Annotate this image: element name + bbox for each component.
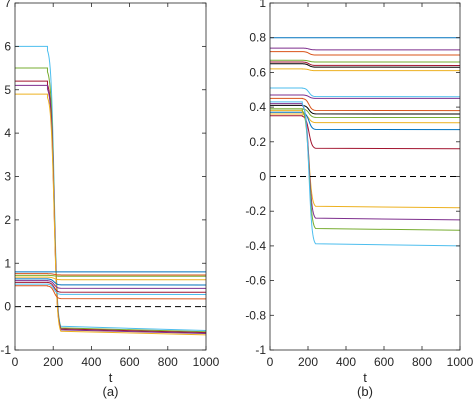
x-tick-label: 0: [12, 355, 19, 369]
x-tick-label: 200: [298, 355, 318, 369]
series-line-11: [15, 280, 207, 289]
x-tick-label: 400: [336, 355, 356, 369]
series-line-18: [270, 108, 461, 231]
y-tick-label: 4: [4, 126, 11, 140]
series-line-7: [270, 68, 461, 72]
x-axis-label: t: [109, 370, 113, 385]
series-line-19: [270, 101, 461, 247]
x-tick-label: 800: [412, 355, 432, 369]
panel-label: (a): [103, 384, 119, 399]
y-tick-label: -0.8: [245, 308, 266, 322]
series-line-14: [15, 285, 207, 300]
y-tick-label: 0.6: [249, 65, 266, 79]
x-tick-label: 200: [43, 355, 63, 369]
x-tick-label: 0: [267, 355, 274, 369]
series-group: [15, 45, 207, 336]
x-tick-label: 600: [120, 355, 140, 369]
y-tick-label: -0.2: [245, 204, 266, 218]
x-tick-label: 1000: [193, 355, 220, 369]
x-axis-label: t: [363, 370, 367, 385]
y-tick-label: 2: [4, 213, 11, 227]
series-line-3: [270, 51, 461, 56]
series-group: [270, 37, 461, 247]
series-line-5: [270, 61, 461, 66]
series-line-2: [270, 47, 461, 51]
y-tick-label: 0.8: [249, 31, 266, 45]
y-tick-label: 0: [4, 300, 11, 314]
series-line-15: [270, 115, 461, 150]
series-line-4: [270, 59, 461, 63]
y-tick-label: -1: [0, 343, 11, 357]
series-line-16: [270, 110, 461, 209]
x-tick-label: 800: [158, 355, 178, 369]
y-tick-label: 1: [4, 256, 11, 270]
y-tick-label: 0: [259, 170, 266, 184]
series-line-12: [15, 281, 207, 293]
y-tick-label: -0.6: [245, 274, 266, 288]
x-tick-label: 400: [81, 355, 101, 369]
series-line-10: [270, 97, 461, 112]
series-line-6: [270, 63, 461, 68]
series-line-14: [270, 111, 461, 131]
series-line-8: [270, 87, 461, 98]
y-tick-label: -1: [255, 343, 266, 357]
y-tick-label: 1: [259, 0, 266, 10]
series-line-8: [15, 274, 207, 277]
series-line-7: [15, 273, 207, 276]
axes-box: [14, 2, 207, 351]
x-tick-label: 600: [374, 355, 394, 369]
y-tick-label: 0.4: [249, 100, 266, 114]
y-tick-label: 3: [4, 170, 11, 184]
y-tick-label: 6: [4, 39, 11, 53]
series-line-13: [15, 283, 207, 295]
y-tick-label: 7: [4, 0, 11, 10]
y-tick-label: -0.4: [245, 239, 266, 253]
panel-label: (b): [357, 384, 373, 399]
series-line-17: [270, 103, 461, 221]
x-tick-label: 1000: [447, 355, 474, 369]
series-line-4: [15, 84, 207, 335]
y-tick-label: 0.2: [249, 135, 266, 149]
series-line-5: [15, 93, 207, 336]
series-line-10: [15, 278, 207, 286]
y-tick-label: 5: [4, 83, 11, 97]
chart-panel-2: 0 200 400 600 800 1000 -1 -0.8 -0.6 -0.4 -0.2 0 0.2 0…: [245, 0, 473, 399]
series-line-9: [15, 276, 207, 281]
series-line-9: [270, 94, 461, 99]
